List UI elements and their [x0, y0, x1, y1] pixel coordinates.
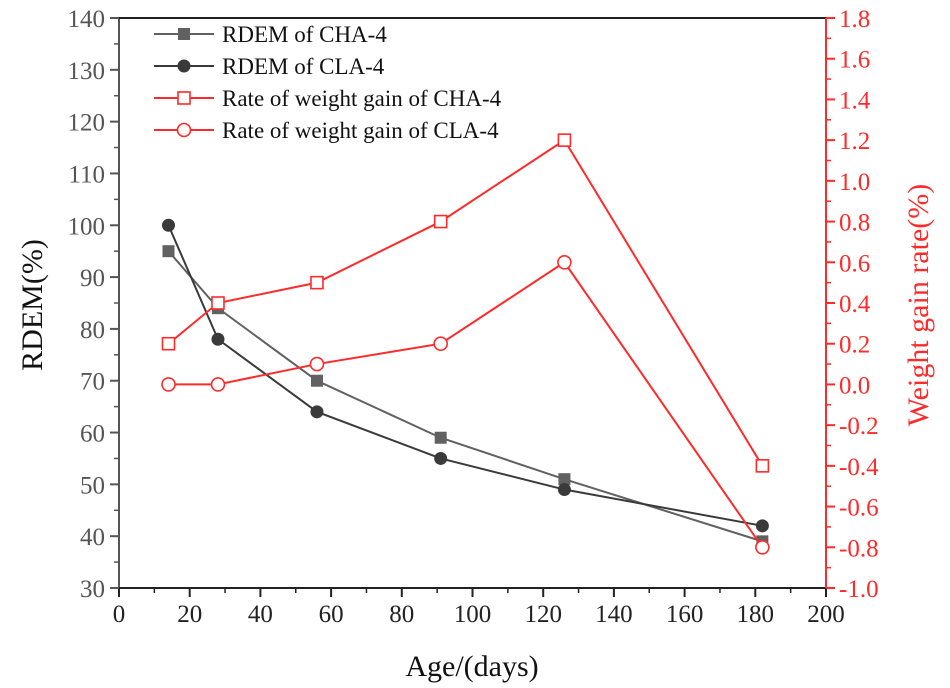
y-tick-label: 50: [80, 472, 105, 499]
y-tick-label: 70: [80, 369, 105, 396]
series-line: [167, 250, 763, 543]
series-line: [167, 138, 764, 467]
data-point: [310, 405, 324, 419]
data-point: [755, 519, 769, 533]
y2-tick-label: 0.0: [839, 372, 870, 399]
x-tick-label: 100: [454, 601, 492, 628]
y2-tick-label: 1.8: [839, 6, 870, 33]
y2-tick-label: -0.8: [839, 535, 879, 562]
y-tick-label: 140: [68, 6, 106, 33]
axis-ticks: 0 20 40 60 80 100 120 140 160 180 200 30 40 50 60 70 80 9…: [68, 6, 880, 628]
y2-tick-label: 1.4: [839, 87, 871, 114]
data-point: [433, 336, 448, 352]
y-tick-label: 90: [80, 265, 105, 292]
y2-tick-label: 0.4: [839, 291, 871, 318]
y2-tick-label: 0.2: [839, 332, 870, 359]
data-point: [211, 296, 225, 310]
y2-tick-label: 1.6: [839, 47, 870, 74]
y-tick-label: 130: [68, 58, 106, 85]
data-point: [433, 214, 448, 229]
legend-entry-3: Rate of weight gain of CLA-4: [154, 118, 499, 143]
x-tick-label: 40: [248, 601, 273, 628]
y2-tick-label: 1.0: [839, 169, 870, 196]
x-tick-label: 60: [319, 601, 344, 628]
series-3: [161, 254, 770, 555]
y2-tick-label: -1.0: [839, 576, 879, 603]
series-group: [161, 133, 770, 555]
y-tick-label: 100: [68, 213, 106, 240]
data-point: [310, 374, 323, 387]
data-point: [434, 431, 447, 444]
y2-tick-label: -0.6: [839, 495, 879, 522]
data-point: [161, 218, 175, 232]
data-point: [434, 451, 448, 465]
data-point: [310, 275, 324, 290]
data-point: [309, 356, 325, 372]
data-point: [557, 133, 572, 147]
series-line: [168, 260, 764, 548]
y2-tick-label: -0.4: [839, 454, 879, 481]
legend-label: Rate of weight gain of CLA-4: [222, 118, 499, 143]
legend-label: RDEM of CHA-4: [222, 22, 387, 47]
y-tick-label: 60: [80, 421, 105, 448]
y-tick-label: 30: [80, 576, 105, 603]
data-point: [210, 377, 226, 392]
y-tick-label: 110: [68, 161, 105, 188]
legend-marker: [177, 59, 191, 73]
x-tick-label: 160: [666, 601, 704, 628]
y-tick-label: 80: [80, 317, 105, 344]
y2-tick-label: -0.2: [839, 413, 879, 440]
data-point: [162, 245, 175, 258]
y2-tick-label: 1.2: [839, 128, 870, 155]
data-point: [755, 539, 770, 555]
data-point: [211, 332, 225, 346]
legend-label: RDEM of CLA-4: [222, 54, 385, 79]
legend: RDEM of CHA-4 RDEM of CLA-4 Rate of weight…: [154, 22, 502, 143]
data-point: [161, 377, 176, 392]
legend-entry-2: Rate of weight gain of CHA-4: [154, 86, 502, 111]
y-tick-label: 120: [68, 110, 106, 137]
data-point: [558, 473, 571, 486]
data-point: [161, 336, 176, 351]
x-tick-label: 0: [113, 601, 126, 628]
y-axis-title: RDEM(%): [16, 239, 49, 371]
series-line: [167, 224, 763, 527]
legend-marker: [178, 28, 190, 40]
y2-tick-label: 0.6: [839, 250, 870, 277]
x-tick-label: 20: [177, 601, 202, 628]
x-tick-label: 120: [524, 601, 562, 628]
series-2: [161, 133, 770, 473]
x-tick-label: 140: [595, 601, 633, 628]
x-tick-label: 200: [807, 601, 845, 628]
x-tick-label: 80: [389, 601, 414, 628]
y2-tick-label: 0.8: [839, 210, 870, 237]
data-point: [755, 459, 770, 473]
y2-axis-title: Weight gain rate(%): [902, 184, 935, 426]
data-point: [557, 483, 571, 497]
x-tick-label: 180: [737, 601, 775, 628]
y-tick-label: 40: [80, 524, 105, 551]
legend-entry-1: RDEM of CLA-4: [154, 54, 385, 79]
legend-marker: [176, 122, 192, 138]
legend-marker: [177, 91, 191, 105]
series-0: [162, 245, 769, 548]
legend-entry-0: RDEM of CHA-4: [154, 22, 387, 47]
data-point: [557, 254, 572, 270]
legend-label: Rate of weight gain of CHA-4: [222, 86, 502, 111]
x-axis-title: Age/(days): [405, 650, 538, 683]
series-1: [161, 218, 769, 533]
